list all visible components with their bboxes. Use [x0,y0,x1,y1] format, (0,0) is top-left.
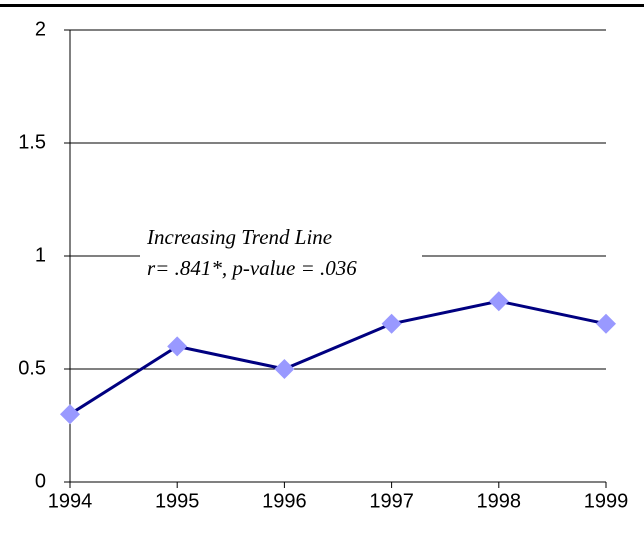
y-tick-label: 0 [35,470,46,492]
marker [488,291,509,312]
marker [60,404,80,425]
annotation: r= .841*, p-value = .036 [147,256,357,280]
series-line [69,299,607,416]
y-tick-label: 0.5 [18,357,46,379]
annotation-bg [140,222,422,286]
marker [274,359,295,379]
marker [596,313,616,334]
y-tick-label: 1.5 [18,131,46,153]
marker [167,336,188,357]
y-tick-label: 1 [35,244,46,266]
top-rule [0,4,644,7]
x-tick-label: 1999 [584,490,629,512]
y-tick-label: 2 [35,18,46,40]
x-tick-label: 1998 [477,490,522,512]
x-tick-label: 1994 [48,490,93,512]
x-tick-label: 1997 [369,490,414,512]
marker [381,313,402,334]
x-tick-label: 1995 [155,490,200,512]
annotation: Increasing Trend Line [146,225,332,249]
x-tick-label: 1996 [262,490,307,512]
